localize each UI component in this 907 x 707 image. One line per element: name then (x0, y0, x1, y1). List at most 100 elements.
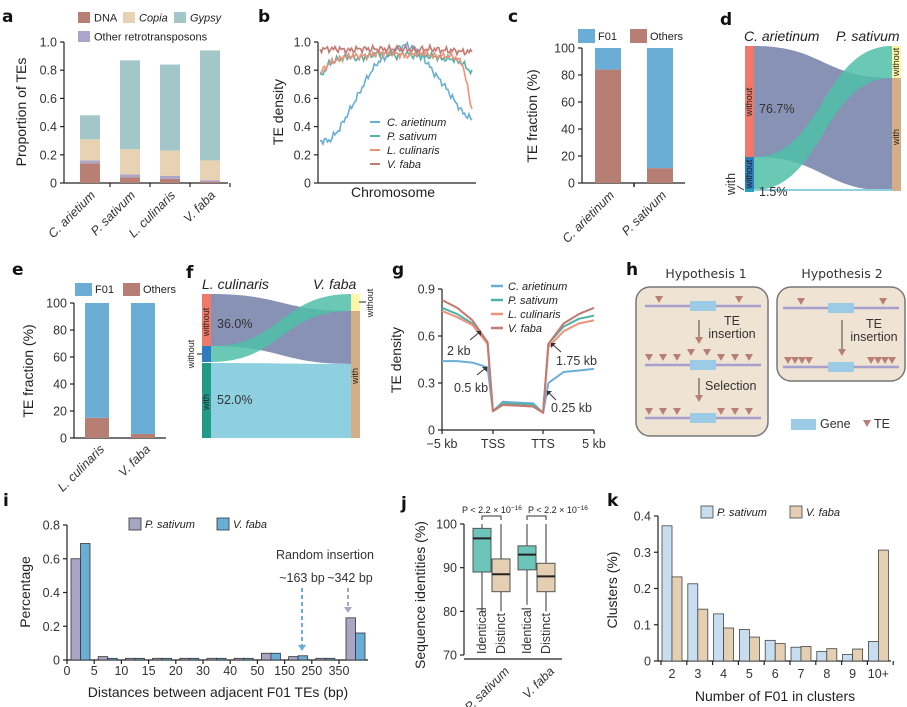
h2-te-label: TE (866, 317, 882, 331)
i-bar-p-sativum (125, 657, 136, 661)
te-triangle-icon (798, 357, 806, 364)
j-significance-bracket (526, 515, 547, 520)
panel-label-g: g (392, 260, 404, 280)
i-y-tick-label: 0.8 (43, 519, 60, 533)
g-annotation: 2 kb (447, 344, 471, 358)
b-y-tick-label: 1.0 (294, 36, 311, 50)
g-y-tick-label: 0 (428, 424, 435, 438)
j-y-tick-label: 90 (443, 561, 457, 575)
c-y-tick-label: 80 (561, 69, 575, 83)
k-bar-p-sativum (713, 613, 724, 662)
a-legend-label: Gypsy (190, 13, 223, 25)
h-title-1: Hypothesis 1 (665, 266, 746, 281)
te-triangle-icon (673, 354, 681, 361)
h2-insertion-label: insertion (850, 330, 897, 344)
i-x-tick-label: 40 (223, 664, 237, 678)
i-y-tick-label: 0.6 (43, 552, 60, 566)
g-line-v-faba (441, 299, 595, 414)
f-node-left-without (202, 294, 211, 346)
te-triangle-icon (879, 298, 887, 305)
j-box-distinct (536, 562, 556, 593)
b-line-v-faba (319, 42, 473, 57)
j-box-label: Distinct (539, 612, 553, 654)
j-y-axis-label: Sequence identities (%) (412, 521, 428, 669)
gene-icon (828, 303, 854, 313)
f-node-right-without (351, 294, 360, 311)
f-node-left-with (202, 363, 211, 438)
c-bar-others (595, 69, 621, 183)
g-legend-label: V. faba (508, 323, 542, 335)
e-bar-others (85, 417, 109, 438)
k-x-tick-label: 7 (798, 667, 805, 681)
panel-label-f: f (186, 263, 194, 283)
i-bar-v-faba (297, 655, 309, 661)
d-flow-with-with (754, 189, 892, 191)
te-triangle-icon (867, 357, 875, 364)
a-legend-swatch (78, 31, 90, 42)
k-bar-p-sativum (816, 651, 828, 662)
k-bar-p-sativum (790, 646, 802, 662)
te-triangle-icon (735, 296, 743, 303)
e-y-tick-label: 0 (60, 432, 67, 446)
k-bar-p-sativum (739, 629, 750, 662)
i-x-tick-label: 5 (91, 664, 98, 678)
i-x-tick-label: 15 (142, 664, 156, 678)
k-x-tick-label: 10+ (868, 667, 889, 681)
a-bar-copia (120, 149, 140, 175)
k-bar-p-sativum (687, 583, 699, 662)
e-x-tick-label: V. faba (116, 442, 153, 479)
e-y-tick-label: 20 (53, 405, 67, 419)
a-bar-dna (80, 163, 100, 183)
g-line-c-arietinum (442, 360, 595, 414)
a-y-tick-label: 0.8 (40, 64, 57, 78)
d-node-label-without: without (744, 87, 754, 117)
k-bar-v-faba (774, 643, 786, 662)
k-x-tick-label: 4 (720, 667, 727, 681)
k-x-axis-label: Number of F01 in clusters (695, 688, 855, 704)
i-legend-swatch (128, 517, 142, 531)
h-legend-gene-label: Gene (820, 417, 851, 431)
i-legend-swatch (216, 517, 230, 531)
j-box-identical (517, 545, 537, 571)
te-triangle-icon (645, 408, 653, 415)
d-label-pct-small: 1.5% (759, 185, 788, 199)
a-y-tick-label: 0 (50, 177, 57, 191)
e-y-tick-label: 60 (53, 351, 67, 365)
e-y-tick-label: 40 (53, 378, 67, 392)
k-bar-v-faba (878, 549, 889, 662)
g-annotation: 0.5 kb (454, 381, 488, 395)
b-line-l-culinaris (319, 48, 473, 110)
te-triangle-icon (745, 408, 753, 415)
te-triangle-icon (659, 408, 667, 415)
i-y-axis-label: Percentage (17, 556, 33, 628)
c-x-tick-label: C. arietinum (560, 188, 618, 246)
k-bar-p-sativum (842, 654, 853, 662)
g-y-axis-label: TE density (388, 327, 404, 393)
j-box-distinct (491, 558, 511, 593)
f-left-title: L. culinaris (202, 276, 269, 292)
i-bar-v-faba (270, 652, 281, 661)
g-line-p-sativum (441, 306, 595, 414)
a-bar-gypsy (160, 64, 180, 151)
te-triangle-icon (687, 349, 695, 356)
i-bar-p-sativum (152, 657, 163, 661)
i-bar-v-faba (324, 657, 336, 661)
a-bar-gypsy (200, 50, 220, 161)
a-legend-label: Copia (139, 13, 168, 25)
i-legend-label: P. sativum (145, 519, 195, 531)
e-y-tick-label: 80 (53, 324, 67, 338)
e-legend-label: F01 (95, 284, 114, 296)
j-significance-bracket (481, 515, 502, 520)
panel-label-k: k (607, 491, 619, 511)
a-bar-copia (80, 139, 100, 161)
i-bar-v-faba (161, 657, 173, 661)
k-y-tick-label: 0 (644, 655, 651, 669)
a-legend-label: DNA (94, 13, 118, 25)
a-bar-gypsy (80, 115, 100, 140)
k-bar-p-sativum (764, 639, 776, 662)
f-node-label-without2: without (186, 339, 196, 369)
k-legend-swatch (700, 505, 714, 519)
g-y-tick-label: 0.6 (418, 330, 435, 344)
c-x-tick-label: P. sativum (619, 188, 669, 238)
i-x-tick-label: 50 (250, 664, 264, 678)
